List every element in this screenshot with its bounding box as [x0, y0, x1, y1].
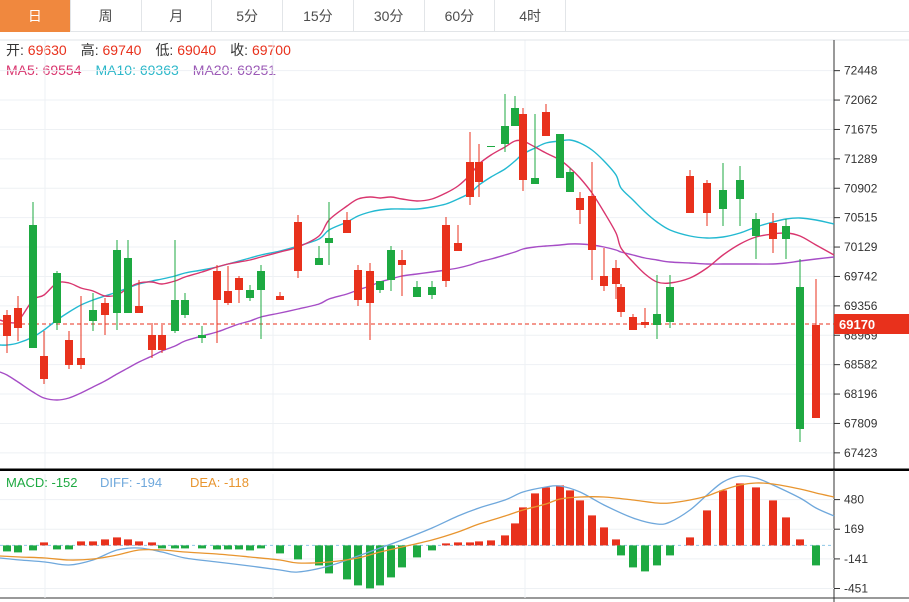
svg-text:71675: 71675 [844, 122, 878, 136]
svg-text:480: 480 [844, 493, 864, 507]
svg-text:70515: 70515 [844, 211, 878, 225]
svg-text:70902: 70902 [844, 181, 878, 195]
svg-text:169: 169 [844, 522, 864, 536]
svg-text:71289: 71289 [844, 152, 878, 166]
svg-text:DIFF: -194: DIFF: -194 [100, 475, 162, 490]
svg-text:-141: -141 [844, 552, 868, 566]
svg-text:-451: -451 [844, 582, 868, 596]
svg-text:MACD: -152: MACD: -152 [6, 475, 78, 490]
svg-text:72448: 72448 [844, 64, 878, 78]
svg-text:68196: 68196 [844, 387, 878, 401]
svg-text:69170: 69170 [839, 317, 875, 332]
svg-text:67423: 67423 [844, 446, 878, 460]
svg-text:68582: 68582 [844, 358, 878, 372]
svg-text:72062: 72062 [844, 93, 878, 107]
svg-text:70129: 70129 [844, 240, 878, 254]
svg-text:DEA: -118: DEA: -118 [190, 475, 249, 490]
svg-text:69356: 69356 [844, 299, 878, 313]
svg-text:67809: 67809 [844, 416, 878, 430]
svg-text:69742: 69742 [844, 269, 878, 283]
